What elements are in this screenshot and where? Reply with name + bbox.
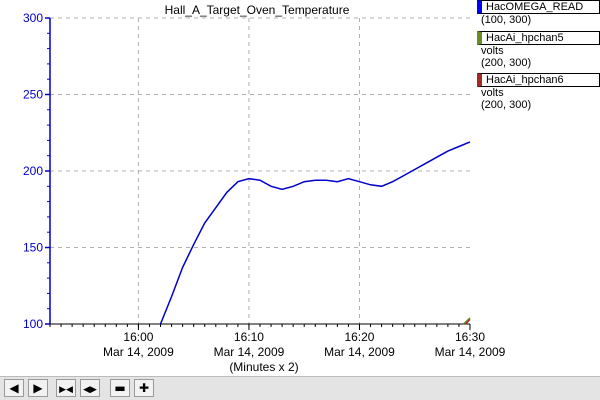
chart-title: Hall_A_Target_Oven_Temperature: [165, 3, 350, 17]
legend-entry[interactable]: HacOMEGA_READ (100, 300): [477, 0, 600, 26]
legend-label[interactable]: HacOMEGA_READ: [477, 0, 600, 14]
legend-unit: volts: [481, 45, 504, 57]
legend-label[interactable]: HacAi_hpchan5: [477, 31, 600, 45]
legend-range: (100, 300): [481, 14, 532, 26]
legend-range: (200, 300): [481, 99, 532, 111]
arrow-left-icon: ◀: [9, 381, 19, 395]
series-line-hacai-hpchan6: [465, 318, 471, 325]
chart-area: Hall_A_Target_Oven_Temperature 300 250 200…: [23, 3, 506, 374]
x-tick-time-label: 16:30: [455, 330, 485, 344]
x-axis-label: (Minutes x 2): [229, 360, 298, 374]
x-tick-time-label: 16:10: [234, 330, 264, 344]
grid-lines: [50, 17, 470, 325]
add-trace-button[interactable]: ✚: [134, 379, 154, 397]
arrow-right-icon: ▶: [33, 381, 43, 395]
x-tick-time-label: 16:20: [344, 330, 374, 344]
zoom-in-time-icon: ▶◀: [59, 385, 73, 395]
y-axis-ticks: 300 250 200 150 100: [23, 11, 50, 331]
series-lines: [159, 141, 471, 325]
plus-icon: ✚: [138, 381, 150, 395]
minus-icon: ▬: [114, 381, 126, 395]
x-tick-date-label: Mar 14, 2009: [214, 345, 285, 359]
y-tick-label: 200: [23, 164, 43, 178]
legend-label[interactable]: HacAi_hpchan6: [477, 73, 600, 87]
x-tick-date-label: Mar 14, 2009: [324, 345, 395, 359]
toolbar: ◀ ▶ ▶◀ ◀▶ ▬ ✚: [0, 376, 600, 400]
zoom-out-time-button[interactable]: ◀▶: [80, 379, 100, 397]
y-tick-label: 250: [23, 88, 43, 102]
x-tick-time-label: 16:00: [123, 330, 153, 344]
pan-right-button[interactable]: ▶: [28, 379, 48, 397]
zoom-out-time-icon: ◀▶: [83, 385, 97, 395]
legend-unit: volts: [481, 87, 504, 99]
pan-left-button[interactable]: ◀: [4, 379, 24, 397]
legend-entry[interactable]: HacAi_hpchan6 volts (200, 300): [477, 73, 600, 111]
zoom-in-time-button[interactable]: ▶◀: [56, 379, 76, 397]
x-tick-date-label: Mar 14, 2009: [103, 345, 174, 359]
y-tick-label: 150: [23, 241, 43, 255]
y-tick-label: 300: [23, 11, 43, 25]
legend-entry[interactable]: HacAi_hpchan5 volts (200, 300): [477, 31, 600, 69]
x-tick-date-label: Mar 14, 2009: [435, 345, 506, 359]
series-line-hacomega-read: [159, 141, 471, 325]
y-tick-label: 100: [23, 317, 43, 331]
series-line-hacai-hpchan5: [462, 317, 471, 325]
legend-range: (200, 300): [481, 57, 532, 69]
remove-trace-button[interactable]: ▬: [110, 379, 130, 397]
